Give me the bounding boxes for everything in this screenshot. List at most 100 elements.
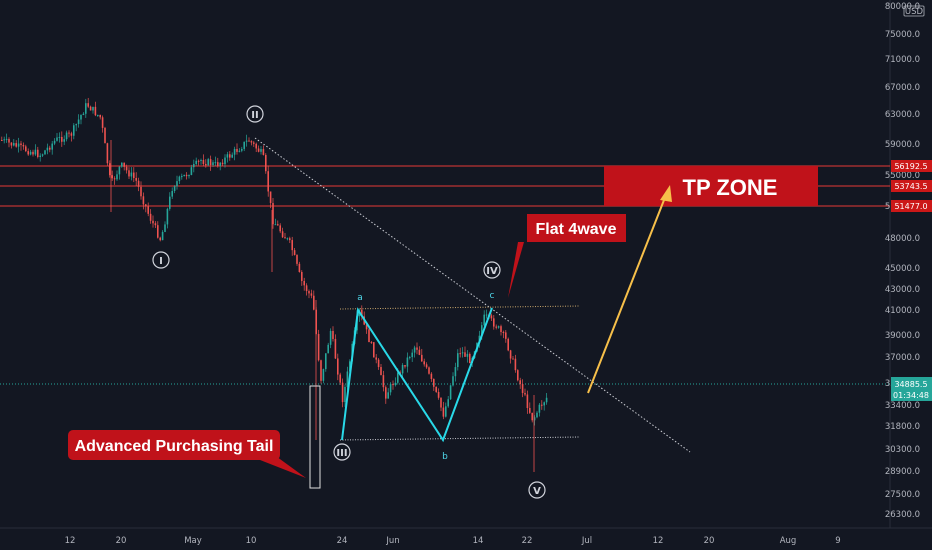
candle-body bbox=[457, 353, 459, 368]
candle-body bbox=[255, 143, 257, 149]
candle-body bbox=[483, 314, 485, 326]
candle-body bbox=[298, 263, 301, 273]
candle-body bbox=[183, 174, 185, 177]
candle-body bbox=[15, 143, 17, 147]
candle-body bbox=[1, 140, 3, 141]
candle-body bbox=[231, 154, 233, 158]
candle-body bbox=[197, 160, 200, 162]
tp-zone-label: TP ZONE bbox=[683, 175, 778, 200]
candle-body bbox=[265, 154, 267, 172]
candle-body bbox=[421, 354, 423, 362]
candle-body bbox=[490, 315, 493, 319]
candle-body bbox=[58, 136, 61, 138]
candle-body bbox=[89, 106, 92, 111]
candle-body bbox=[161, 231, 164, 241]
candle-body bbox=[166, 208, 169, 225]
y-tick-label: 27500.0 bbox=[885, 490, 920, 500]
candle-body bbox=[51, 143, 53, 150]
x-tick-label: 12 bbox=[65, 536, 76, 546]
candle-body bbox=[512, 358, 514, 360]
price-label: 56192.5 bbox=[891, 160, 932, 172]
candle-body bbox=[365, 324, 368, 330]
candle-body bbox=[519, 380, 521, 385]
candle-body bbox=[106, 143, 109, 164]
candle-body bbox=[428, 367, 430, 374]
wave-circle-III: III bbox=[333, 443, 351, 461]
candle-body bbox=[73, 125, 75, 136]
candle-body bbox=[193, 164, 195, 168]
candle-body bbox=[267, 171, 269, 192]
currency-box[interactable] bbox=[903, 5, 925, 17]
candle-body bbox=[507, 338, 509, 351]
candle-body bbox=[171, 191, 173, 197]
candle-body bbox=[99, 114, 101, 118]
candle-body bbox=[531, 412, 533, 421]
wave-circle-V: V bbox=[528, 481, 546, 499]
candle-body bbox=[279, 225, 281, 232]
candle-body bbox=[94, 106, 97, 116]
y-tick-label: 63000.0 bbox=[885, 110, 920, 120]
current-price-value: 34885.5 bbox=[894, 380, 927, 389]
candle-body bbox=[481, 325, 483, 336]
price-labels: 56192.5 53743.5 51477.0 bbox=[891, 160, 932, 212]
svg-text:II: II bbox=[251, 110, 258, 121]
candle-body bbox=[286, 238, 289, 240]
candle-body bbox=[17, 143, 20, 147]
flat-4wave-callout[interactable]: Flat 4wave bbox=[508, 214, 626, 298]
candle-body bbox=[130, 172, 133, 177]
candle-body bbox=[125, 166, 128, 171]
candle-body bbox=[195, 160, 197, 165]
price-axis[interactable] bbox=[890, 0, 932, 550]
svg-text:I: I bbox=[159, 256, 163, 267]
candle-body bbox=[392, 384, 394, 386]
candle-body bbox=[291, 240, 293, 251]
candle-body bbox=[521, 384, 524, 393]
candle-body bbox=[39, 155, 41, 158]
candle-body bbox=[449, 385, 452, 400]
candle-body bbox=[238, 150, 241, 152]
candle-body bbox=[207, 159, 209, 166]
candle-body bbox=[416, 347, 418, 350]
current-price-label: 34885.5 01:34:48 bbox=[891, 377, 932, 401]
candle-body bbox=[385, 387, 387, 399]
tp-zone-box bbox=[604, 166, 818, 206]
y-tick-label: 30300.0 bbox=[885, 445, 920, 455]
candle-body bbox=[10, 142, 13, 146]
candle-body bbox=[250, 141, 253, 143]
candle-body bbox=[205, 163, 207, 166]
candle-body bbox=[229, 154, 231, 158]
svg-text:IV: IV bbox=[486, 266, 498, 277]
candle-body bbox=[325, 353, 327, 370]
candle-body bbox=[394, 382, 397, 386]
y-tick-label: 55000.0 bbox=[885, 171, 920, 181]
candle-body bbox=[233, 148, 236, 155]
candle-body bbox=[217, 162, 219, 166]
x-tick-label: Jun bbox=[385, 536, 399, 546]
candle-body bbox=[272, 203, 274, 225]
candle-body bbox=[70, 133, 73, 136]
candle-body bbox=[85, 103, 87, 114]
y-tick-label: 31800.0 bbox=[885, 422, 920, 432]
candle-body bbox=[157, 225, 159, 238]
candle-body bbox=[536, 412, 538, 418]
candle-body bbox=[322, 369, 325, 381]
candle-body bbox=[293, 250, 296, 256]
candle-body bbox=[221, 162, 224, 165]
purchasing-tail-callout[interactable]: Advanced Purchasing Tail bbox=[68, 430, 306, 478]
candle-body bbox=[320, 360, 322, 381]
candle-body bbox=[284, 237, 286, 239]
tp-zone[interactable]: TP ZONE bbox=[604, 166, 818, 206]
candle-body bbox=[97, 114, 99, 116]
candle-body bbox=[173, 186, 176, 192]
candle-body bbox=[411, 352, 413, 358]
candle-body bbox=[128, 170, 130, 177]
price-label: 53743.5 bbox=[891, 180, 932, 192]
y-tick-label: 67000.0 bbox=[885, 83, 920, 93]
candle-body bbox=[377, 359, 380, 368]
candle-body bbox=[133, 172, 135, 178]
candle-body bbox=[514, 358, 517, 371]
candle-body bbox=[226, 154, 229, 158]
candle-body bbox=[533, 417, 536, 421]
